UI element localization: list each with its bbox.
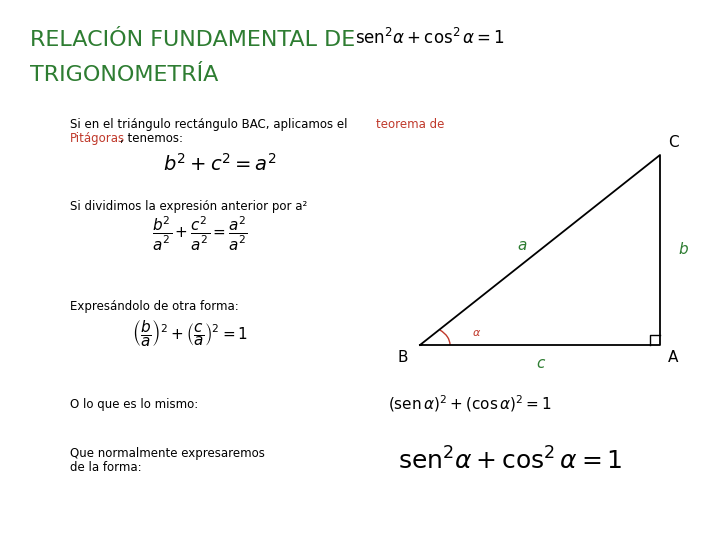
Text: b: b: [678, 242, 688, 258]
Text: C: C: [668, 135, 679, 150]
Text: RELACIÓN FUNDAMENTAL DE: RELACIÓN FUNDAMENTAL DE: [30, 30, 355, 50]
Text: Expresándolo de otra forma:: Expresándolo de otra forma:: [70, 300, 239, 313]
Text: Si dividimos la expresión anterior por a²: Si dividimos la expresión anterior por a…: [70, 200, 307, 213]
Text: Que normalmente expresaremos: Que normalmente expresaremos: [70, 447, 265, 460]
Text: de la forma:: de la forma:: [70, 461, 142, 474]
Text: Pitágoras: Pitágoras: [70, 132, 125, 145]
Text: B: B: [397, 350, 408, 365]
Text: Si en el triángulo rectángulo BAC, aplicamos el: Si en el triángulo rectángulo BAC, aplic…: [70, 118, 351, 131]
Text: $\dfrac{b^2}{a^2} + \dfrac{c^2}{a^2} = \dfrac{a^2}{a^2}$: $\dfrac{b^2}{a^2} + \dfrac{c^2}{a^2} = \…: [152, 215, 248, 253]
Text: TRIGONOMETRÍA: TRIGONOMETRÍA: [30, 65, 218, 85]
Text: $\mathrm{sen}^2\alpha + \cos^2\alpha = 1$: $\mathrm{sen}^2\alpha + \cos^2\alpha = 1…: [397, 447, 622, 474]
Text: , tenemos:: , tenemos:: [120, 132, 183, 145]
Text: teorema de: teorema de: [376, 118, 444, 131]
Text: $b^2 + c^2 = a^2$: $b^2 + c^2 = a^2$: [163, 153, 277, 175]
Text: $\left(\dfrac{b}{a}\right)^2 + \left(\dfrac{c}{a}\right)^2 = 1$: $\left(\dfrac{b}{a}\right)^2 + \left(\df…: [132, 318, 248, 348]
Text: c: c: [536, 355, 544, 370]
Text: $\mathrm{sen}^2\alpha + \cos^2\alpha = 1$: $\mathrm{sen}^2\alpha + \cos^2\alpha = 1…: [355, 28, 505, 48]
Text: a: a: [517, 238, 527, 253]
Text: $\alpha$: $\alpha$: [472, 328, 481, 338]
Text: $(\mathrm{sen}\,\alpha)^2 + (\cos\alpha)^2 = 1$: $(\mathrm{sen}\,\alpha)^2 + (\cos\alpha)…: [388, 393, 552, 414]
Text: A: A: [668, 350, 678, 365]
Text: O lo que es lo mismo:: O lo que es lo mismo:: [70, 398, 198, 411]
